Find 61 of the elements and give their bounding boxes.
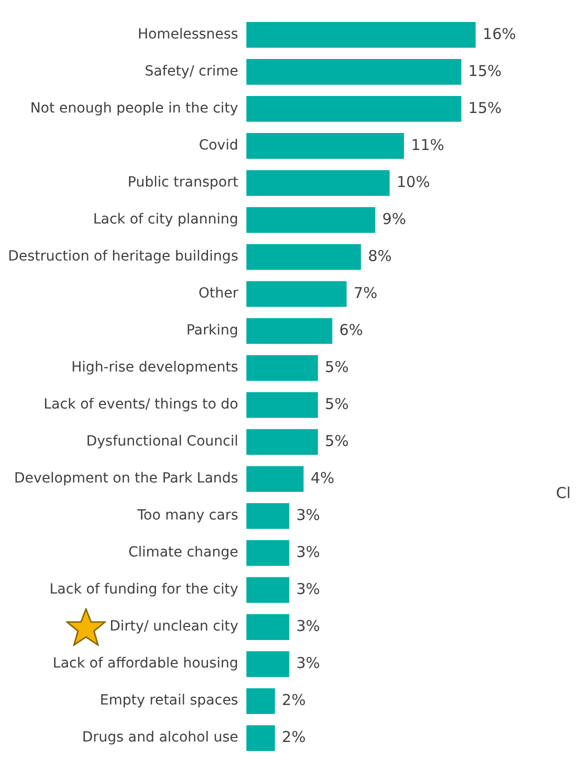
data-label: 4% <box>310 468 334 487</box>
data-label: 5% <box>324 358 349 376</box>
bar <box>246 466 304 492</box>
text: Cl <box>556 484 571 502</box>
bar <box>246 318 332 344</box>
bar <box>246 244 361 270</box>
data-label: 2% <box>282 690 306 709</box>
y-tick-label: Development on the Park Lands <box>14 470 238 487</box>
y-tick-label: Destruction of heritage buildings <box>8 248 238 265</box>
bar <box>246 207 376 233</box>
y-tick-label: Lack of funding for the city <box>50 582 238 598</box>
y-tick-label: Covid <box>198 138 238 154</box>
bar <box>246 96 462 122</box>
data-label: 3% <box>296 654 320 672</box>
y-tick-label: Empty retail spaces <box>100 692 238 709</box>
bar <box>246 725 275 751</box>
data-label: 7% <box>354 284 378 302</box>
data-label: 9% <box>382 210 406 228</box>
bar <box>246 540 290 566</box>
data-label: 6% <box>339 320 364 339</box>
data-label: 3% <box>296 506 320 524</box>
data-label: 2% <box>282 728 306 746</box>
y-tick-label: Climate change <box>128 544 238 561</box>
bar <box>246 355 318 381</box>
bar <box>246 651 290 677</box>
y-tick-label: Safety/ crime <box>144 64 238 80</box>
bar <box>246 22 476 48</box>
y-tick-label: Other <box>198 286 238 302</box>
y-tick-label: Lack of affordable housing <box>52 656 238 672</box>
data-label: 15% <box>468 62 502 80</box>
y-tick-label: Drugs and alcohol use <box>82 730 238 746</box>
bar <box>246 392 318 418</box>
bar <box>246 577 290 603</box>
bar <box>246 170 390 196</box>
bar <box>246 688 275 714</box>
y-tick-label: Parking <box>186 322 238 339</box>
data-label: 3% <box>296 542 320 561</box>
y-tick-label: Dysfunctional Council <box>86 434 238 450</box>
bar <box>246 59 462 85</box>
data-label: 3% <box>296 616 320 635</box>
data-label: 5% <box>324 432 349 450</box>
data-label: 3% <box>296 580 320 598</box>
y-tick-label: Dirty/ unclean city <box>110 618 238 635</box>
y-tick-label: Lack of events/ things to do <box>44 396 238 413</box>
bar <box>246 429 318 455</box>
y-tick-label: Not enough people in the city <box>30 100 238 117</box>
bar <box>246 503 290 529</box>
bar <box>246 133 404 159</box>
bar <box>246 281 347 307</box>
data-label: 8% <box>368 246 392 265</box>
y-tick-label: Lack of city planning <box>93 212 238 228</box>
bar <box>246 614 290 640</box>
data-label: 15% <box>468 98 502 117</box>
y-tick-label: High-rise developments <box>71 360 238 376</box>
data-label: 5% <box>324 394 349 413</box>
y-tick-label: Public transport <box>128 174 239 191</box>
data-label: 10% <box>396 172 430 191</box>
data-label: 16% <box>482 24 516 43</box>
y-tick-label: Homelessness <box>138 26 238 43</box>
data-label: 11% <box>410 136 444 154</box>
y-tick-label: Too many cars <box>136 508 238 524</box>
